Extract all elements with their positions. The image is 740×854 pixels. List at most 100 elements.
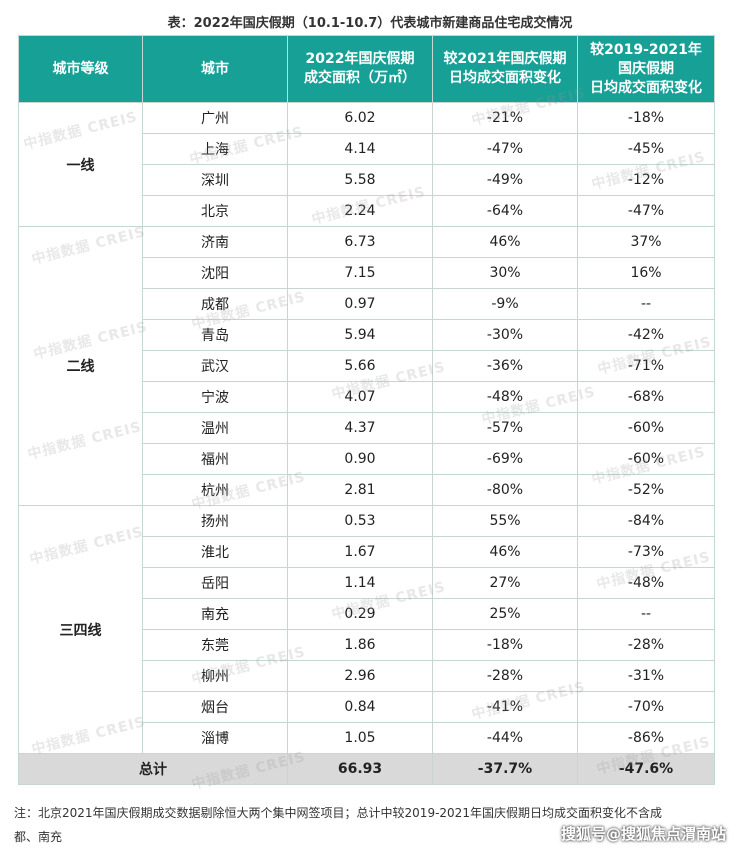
header-city: 城市	[142, 35, 288, 103]
table-row: 成都 0.97 -9% --	[19, 288, 715, 320]
total-area: 66.93	[287, 753, 433, 785]
total-row: 总计 66.93 -37.7% -47.6%	[18, 753, 715, 785]
vs2021-cell: 55%	[432, 505, 578, 537]
vs2019-cell: -52%	[577, 474, 715, 506]
header-vs2019-line1: 较2019-2021年	[590, 41, 702, 58]
area-cell: 6.02	[287, 102, 433, 134]
city-cell: 柳州	[142, 660, 288, 692]
tier-cell: 三四线	[18, 505, 143, 754]
total-vs2021: -37.7%	[432, 753, 578, 785]
source-brand: 搜狐号@搜狐焦点渭南站	[560, 825, 726, 843]
header-vs2019-line2: 国庆假期	[618, 60, 674, 77]
vs2021-cell: -41%	[432, 691, 578, 723]
area-cell: 0.53	[287, 505, 433, 537]
table-row: 杭州 2.81 -80% -52%	[19, 474, 715, 506]
vs2019-cell: -31%	[577, 660, 715, 692]
vs2019-cell: -86%	[577, 722, 715, 754]
table-row: 一线 广州 6.02 -21% -18%	[18, 102, 715, 227]
area-cell: 4.07	[287, 381, 433, 413]
header-area-line1: 2022年国庆假期	[305, 51, 415, 67]
vs2021-cell: -21%	[432, 102, 578, 134]
header-row: 城市等级 城市 2022年国庆假期 成交面积（万㎡） 较2021年国庆假期 日均…	[18, 35, 715, 103]
area-cell: 5.58	[287, 164, 433, 196]
vs2019-cell: -84%	[577, 505, 715, 537]
area-cell: 1.86	[287, 629, 433, 661]
transaction-table: 城市等级 城市 2022年国庆假期 成交面积（万㎡） 较2021年国庆假期 日均…	[18, 35, 715, 785]
table-row: 南充 0.29 25% --	[19, 598, 715, 630]
vs2019-cell: -48%	[577, 567, 715, 599]
vs2019-cell: -60%	[577, 443, 715, 475]
vs2019-cell: --	[577, 288, 715, 320]
vs2021-cell: -28%	[432, 660, 578, 692]
vs2021-cell: -48%	[432, 381, 578, 413]
city-cell: 温州	[142, 412, 288, 444]
vs2019-cell: -45%	[577, 133, 715, 165]
table-row: 上海 4.14 -47% -45%	[19, 133, 715, 165]
area-cell: 2.96	[287, 660, 433, 692]
city-cell: 福州	[142, 443, 288, 475]
header-vs2021: 较2021年国庆假期 日均成交面积变化	[432, 35, 578, 103]
vs2021-cell: -64%	[432, 195, 578, 227]
vs2021-cell: -30%	[432, 319, 578, 351]
vs2021-cell: -49%	[432, 164, 578, 196]
header-vs2019: 较2019-2021年 国庆假期 日均成交面积变化	[577, 35, 715, 103]
header-vs2021-line1: 较2021年国庆假期	[443, 51, 567, 67]
city-cell: 烟台	[142, 691, 288, 723]
tier-cell: 一线	[18, 102, 143, 227]
area-cell: 1.14	[287, 567, 433, 599]
vs2021-cell: 46%	[432, 536, 578, 568]
table-row: 二线 济南 6.73 46% 37%	[18, 226, 715, 506]
area-cell: 6.73	[287, 226, 433, 258]
area-cell: 1.05	[287, 722, 433, 754]
city-cell: 沈阳	[142, 257, 288, 289]
city-cell: 北京	[142, 195, 288, 227]
vs2019-cell: -18%	[577, 102, 715, 134]
vs2021-cell: -9%	[432, 288, 578, 320]
footnote-line1: 注：北京2021年国庆假期成交数据剔除恒大两个集中网签项目；总计中较2019-2…	[14, 806, 662, 820]
tier-cell: 二线	[18, 226, 143, 506]
table-row: 烟台 0.84 -41% -70%	[19, 691, 715, 723]
footnote-line2: 都、南充	[14, 830, 63, 844]
area-cell: 2.81	[287, 474, 433, 506]
city-cell: 深圳	[142, 164, 288, 196]
vs2019-cell: -28%	[577, 629, 715, 661]
header-vs2019-line3: 日均成交面积变化	[590, 79, 702, 96]
city-cell: 南充	[142, 598, 288, 630]
vs2021-cell: 46%	[432, 226, 578, 258]
vs2019-cell: -47%	[577, 195, 715, 227]
vs2021-cell: 27%	[432, 567, 578, 599]
area-cell: 7.15	[287, 257, 433, 289]
area-cell: 1.67	[287, 536, 433, 568]
total-label: 总计	[18, 753, 288, 785]
vs2019-cell: 37%	[577, 226, 715, 258]
vs2021-cell: -18%	[432, 629, 578, 661]
area-cell: 2.24	[287, 195, 433, 227]
area-cell: 0.29	[287, 598, 433, 630]
city-cell: 宁波	[142, 381, 288, 413]
vs2019-cell: -73%	[577, 536, 715, 568]
city-cell: 济南	[142, 226, 288, 258]
vs2021-cell: 30%	[432, 257, 578, 289]
header-tier-label: 城市等级	[52, 60, 109, 77]
city-cell: 扬州	[142, 505, 288, 537]
vs2021-cell: -36%	[432, 350, 578, 382]
header-area: 2022年国庆假期 成交面积（万㎡）	[287, 35, 433, 103]
table-row: 深圳 5.58 -49% -12%	[19, 164, 715, 196]
area-cell: 0.84	[287, 691, 433, 723]
area-cell: 0.90	[287, 443, 433, 475]
vs2021-cell: -44%	[432, 722, 578, 754]
vs2021-cell: -57%	[432, 412, 578, 444]
table-title: 表：2022年国庆假期（10.1-10.7）代表城市新建商品住宅成交情况	[167, 16, 573, 31]
city-cell: 成都	[142, 288, 288, 320]
city-cell: 广州	[142, 102, 288, 134]
area-cell: 5.94	[287, 319, 433, 351]
vs2019-cell: --	[577, 598, 715, 630]
table-row: 沈阳 7.15 30% 16%	[19, 257, 715, 289]
vs2019-cell: -60%	[577, 412, 715, 444]
city-cell: 青岛	[142, 319, 288, 351]
header-area-line2: 成交面积（万㎡）	[304, 70, 416, 86]
vs2021-cell: -69%	[432, 443, 578, 475]
vs2019-cell: -71%	[577, 350, 715, 382]
area-cell: 0.97	[287, 288, 433, 320]
vs2019-cell: -12%	[577, 164, 715, 196]
